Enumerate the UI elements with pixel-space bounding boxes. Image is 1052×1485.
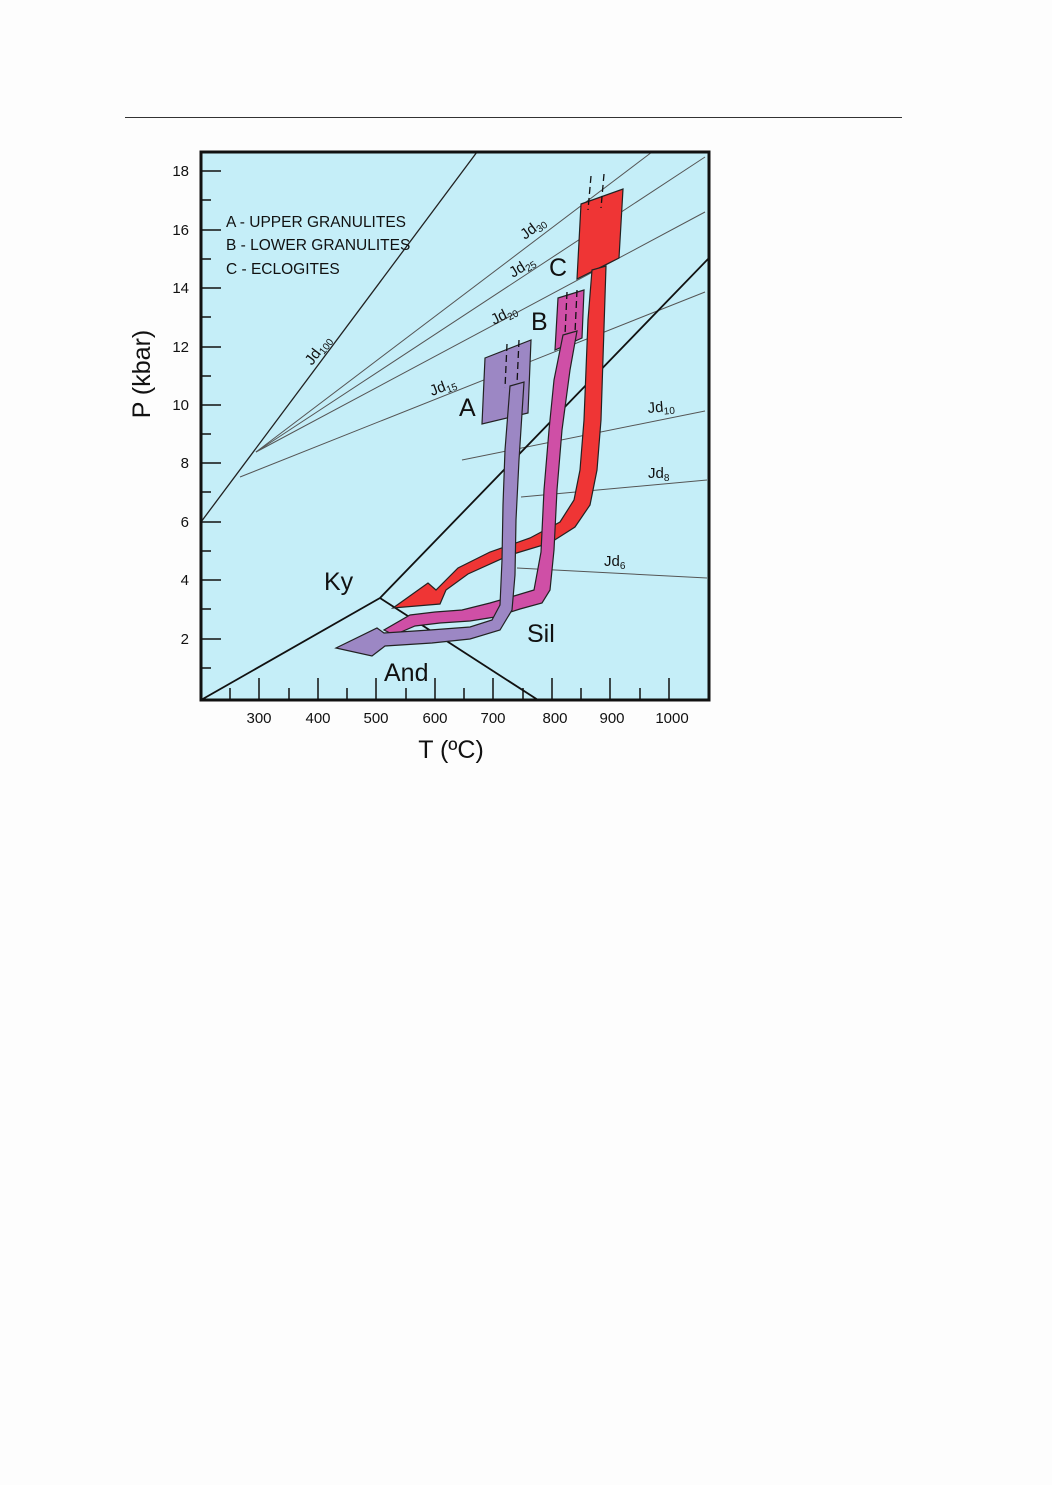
path-b-arrow bbox=[382, 330, 578, 636]
field-label-and: And bbox=[384, 659, 428, 687]
path-a-upper-granulites bbox=[334, 339, 532, 657]
isopleth-jd15-line bbox=[239, 291, 706, 478]
y-tick-label: 6 bbox=[181, 514, 189, 531]
y-tick-label: 4 bbox=[181, 572, 189, 589]
y-tick-label: 14 bbox=[172, 280, 189, 297]
legend: A - UPPER GRANULITES B - LOWER GRANULITE… bbox=[226, 214, 410, 278]
isopleth-label-jd25: Jd25 bbox=[506, 252, 539, 283]
isopleth-label-jd10: Jd10 bbox=[647, 398, 676, 419]
x-tick-label: 500 bbox=[363, 710, 388, 727]
plot-frame bbox=[199, 150, 711, 702]
y-tick-label: 2 bbox=[181, 631, 189, 648]
path-c-box bbox=[576, 188, 624, 280]
x-tick-label: 400 bbox=[305, 710, 330, 727]
legend-item-a: A - UPPER GRANULITES bbox=[226, 214, 406, 231]
y-tick-label: 18 bbox=[172, 163, 189, 180]
x-tick-labels: 300 400 500 600 700 800 900 1000 bbox=[246, 710, 688, 727]
x-axis-title: T (ºC) bbox=[418, 736, 484, 764]
and-ky-boundary bbox=[201, 597, 381, 700]
path-a-arrow bbox=[334, 381, 525, 657]
y-tick-label: 8 bbox=[181, 455, 189, 472]
isopleth-label-jd20: Jd20 bbox=[488, 301, 521, 330]
x-tick-label: 300 bbox=[246, 710, 271, 727]
isopleth-label-jd15: Jd15 bbox=[427, 374, 459, 402]
y-axis-title: P (kbar) bbox=[128, 330, 156, 418]
y-tick-label: 16 bbox=[172, 222, 189, 239]
path-c-eclogites bbox=[390, 173, 624, 609]
x-tick-label: 1000 bbox=[655, 710, 688, 727]
field-label-ky: Ky bbox=[324, 568, 354, 596]
y-tick-label: 10 bbox=[172, 397, 189, 414]
isopleth-label-jd6: Jd6 bbox=[604, 553, 626, 572]
ky-sil-boundary bbox=[379, 257, 709, 599]
y-tick-labels: 2 4 6 8 10 12 14 16 18 bbox=[172, 163, 189, 648]
isopleth-labels: Jd100 Jd30 Jd25 Jd20 Jd15 Jd10 Jd8 Jd6 bbox=[302, 220, 676, 572]
path-c-arrow bbox=[390, 265, 607, 609]
x-tick-label: 800 bbox=[542, 710, 567, 727]
path-label-b: B bbox=[531, 308, 548, 336]
x-tick-label: 700 bbox=[480, 710, 505, 727]
y-axis-ticks bbox=[201, 170, 221, 669]
isopleth-label-jd8: Jd8 bbox=[648, 465, 670, 484]
field-label-sil: Sil bbox=[527, 620, 555, 648]
isopleth-jd20-line bbox=[255, 211, 706, 453]
path-label-c: C bbox=[549, 254, 567, 282]
path-b-lower-granulites bbox=[382, 289, 585, 636]
x-tick-label: 900 bbox=[599, 710, 624, 727]
page-header-rule bbox=[125, 117, 902, 118]
x-axis-ticks bbox=[229, 678, 670, 700]
legend-item-c: C - ECLOGITES bbox=[226, 261, 340, 278]
path-label-a: A bbox=[459, 394, 476, 422]
isopleth-jd25-line bbox=[255, 156, 706, 453]
and-sil-boundary bbox=[379, 597, 539, 700]
y-tick-label: 12 bbox=[172, 339, 189, 356]
legend-item-b: B - LOWER GRANULITES bbox=[226, 237, 410, 254]
x-tick-label: 600 bbox=[422, 710, 447, 727]
isopleth-jd100-line bbox=[201, 152, 478, 523]
plot-background bbox=[201, 152, 709, 700]
